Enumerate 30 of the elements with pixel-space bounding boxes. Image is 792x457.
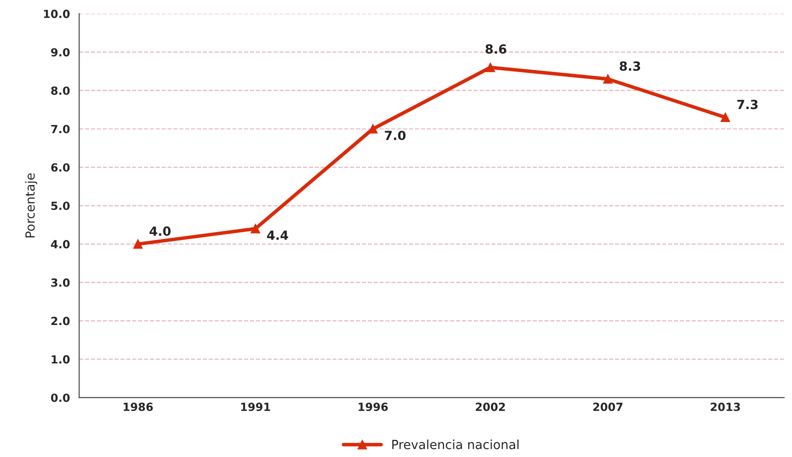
y-tick-label: 9.0 — [51, 48, 70, 56]
point — [603, 74, 613, 84]
point — [250, 224, 260, 234]
data-label: 7.0 — [384, 130, 406, 140]
x-tick-label: 2002 — [476, 402, 505, 412]
data-label: 4.0 — [150, 226, 171, 236]
data-label: 7.3 — [737, 100, 758, 110]
point — [720, 112, 730, 122]
y-tick-label: 6.0 — [51, 163, 70, 172]
x-tick-label: 1986 — [124, 402, 153, 412]
y-tick-label: 0.0 — [51, 394, 70, 402]
y-tick-label: 2.0 — [51, 316, 70, 326]
data-label: 8.6 — [486, 44, 506, 54]
legend-label: Prevalencia nacional — [392, 440, 519, 450]
data-label: 8.3 — [620, 61, 640, 71]
point — [486, 62, 496, 72]
x-tick-label: 2007 — [593, 402, 622, 412]
y-tick-label: 3.0 — [51, 278, 70, 287]
y-tick-label: 7.0 — [51, 124, 70, 134]
x-tick-label: 1991 — [241, 402, 270, 412]
x-tick-label: 1996 — [358, 402, 388, 412]
y-axis-title: Porcentaje — [25, 173, 38, 238]
y-tick-label: 10.0 — [44, 10, 70, 18]
x-tick-label: 2013 — [710, 402, 740, 412]
y-tick-label: 8.0 — [51, 86, 70, 95]
data-label: 4.4 — [267, 230, 288, 240]
y-tick-label: 5.0 — [51, 202, 70, 210]
point — [133, 239, 143, 249]
y-tick-label: 4.0 — [50, 240, 70, 248]
y-tick-label: 1.0 — [52, 355, 70, 364]
